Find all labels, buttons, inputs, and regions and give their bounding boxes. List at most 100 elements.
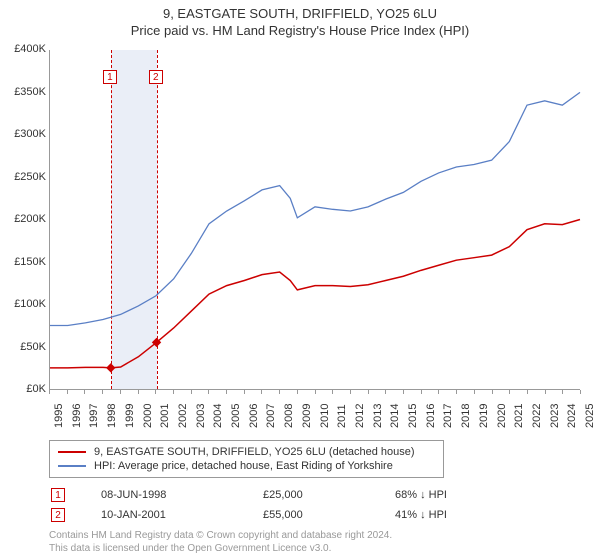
xtick-label: 2004 bbox=[212, 404, 224, 428]
sale-pct-1: 68% ↓ HPI bbox=[395, 486, 515, 504]
xtick-mark bbox=[297, 390, 298, 394]
xtick-mark bbox=[244, 390, 245, 394]
xtick-label: 2017 bbox=[442, 404, 454, 428]
series-property bbox=[50, 220, 580, 368]
xtick-mark bbox=[120, 390, 121, 394]
xtick-mark bbox=[438, 390, 439, 394]
chart-container: 9, EASTGATE SOUTH, DRIFFIELD, YO25 6LU P… bbox=[0, 0, 600, 560]
xtick-label: 2019 bbox=[478, 404, 490, 428]
legend-row-property: 9, EASTGATE SOUTH, DRIFFIELD, YO25 6LU (… bbox=[58, 445, 435, 459]
xtick-mark bbox=[279, 390, 280, 394]
xtick-mark bbox=[545, 390, 546, 394]
xtick-label: 2013 bbox=[372, 404, 384, 428]
xtick-label: 2007 bbox=[265, 404, 277, 428]
xtick-label: 2023 bbox=[549, 404, 561, 428]
xtick-mark bbox=[84, 390, 85, 394]
xtick-label: 2018 bbox=[460, 404, 472, 428]
plot-svg bbox=[50, 50, 580, 389]
xtick-label: 2014 bbox=[389, 404, 401, 428]
footer: Contains HM Land Registry data © Crown c… bbox=[49, 530, 392, 555]
footer-line1: Contains HM Land Registry data © Crown c… bbox=[49, 530, 392, 543]
xtick-mark bbox=[173, 390, 174, 394]
xtick-label: 1998 bbox=[106, 404, 118, 428]
xtick-mark bbox=[385, 390, 386, 394]
xtick-mark bbox=[421, 390, 422, 394]
xtick-label: 2011 bbox=[336, 404, 348, 428]
table-row: 2 10-JAN-2001 £55,000 41% ↓ HPI bbox=[51, 506, 515, 524]
sale-price-1: £25,000 bbox=[263, 486, 393, 504]
title-block: 9, EASTGATE SOUTH, DRIFFIELD, YO25 6LU P… bbox=[0, 0, 600, 38]
xtick-mark bbox=[138, 390, 139, 394]
xtick-label: 2002 bbox=[177, 404, 189, 428]
xtick-mark bbox=[403, 390, 404, 394]
xtick-label: 1997 bbox=[88, 404, 100, 428]
ytick-label: £200K bbox=[14, 213, 46, 225]
chart-marker-badge: 2 bbox=[149, 70, 163, 84]
legend-row-hpi: HPI: Average price, detached house, East… bbox=[58, 459, 435, 473]
xtick-mark bbox=[350, 390, 351, 394]
sale-badge-2: 2 bbox=[51, 508, 65, 522]
xtick-mark bbox=[67, 390, 68, 394]
sales-table: 1 08-JUN-1998 £25,000 68% ↓ HPI 2 10-JAN… bbox=[49, 484, 517, 526]
title-main: 9, EASTGATE SOUTH, DRIFFIELD, YO25 6LU bbox=[0, 6, 600, 21]
ytick-label: £0K bbox=[26, 383, 46, 395]
xtick-mark bbox=[261, 390, 262, 394]
xtick-label: 1996 bbox=[71, 404, 83, 428]
xtick-label: 2021 bbox=[513, 404, 525, 428]
sale-pct-2: 41% ↓ HPI bbox=[395, 506, 515, 524]
xtick-label: 2008 bbox=[283, 404, 295, 428]
xtick-label: 2009 bbox=[301, 404, 313, 428]
xtick-label: 1995 bbox=[53, 404, 65, 428]
xtick-label: 2016 bbox=[425, 404, 437, 428]
footer-line2: This data is licensed under the Open Gov… bbox=[49, 543, 392, 556]
sale-badge-1: 1 bbox=[51, 488, 65, 502]
xtick-label: 2022 bbox=[531, 404, 543, 428]
sale-date-1: 08-JUN-1998 bbox=[101, 486, 261, 504]
xtick-label: 2015 bbox=[407, 404, 419, 428]
xtick-label: 2020 bbox=[496, 404, 508, 428]
table-row: 1 08-JUN-1998 £25,000 68% ↓ HPI bbox=[51, 486, 515, 504]
legend-swatch-hpi bbox=[58, 465, 86, 467]
xtick-label: 2005 bbox=[230, 404, 242, 428]
xtick-mark bbox=[562, 390, 563, 394]
xtick-mark bbox=[474, 390, 475, 394]
xtick-label: 2006 bbox=[248, 404, 260, 428]
chart-marker-badge: 1 bbox=[103, 70, 117, 84]
legend-label-property: 9, EASTGATE SOUTH, DRIFFIELD, YO25 6LU (… bbox=[94, 446, 415, 458]
xtick-mark bbox=[102, 390, 103, 394]
xtick-label: 2024 bbox=[566, 404, 578, 428]
xtick-mark bbox=[456, 390, 457, 394]
xtick-mark bbox=[368, 390, 369, 394]
xtick-label: 2003 bbox=[195, 404, 207, 428]
ytick-label: £400K bbox=[14, 43, 46, 55]
xtick-mark bbox=[492, 390, 493, 394]
title-sub: Price paid vs. HM Land Registry's House … bbox=[0, 23, 600, 38]
xtick-mark bbox=[527, 390, 528, 394]
legend: 9, EASTGATE SOUTH, DRIFFIELD, YO25 6LU (… bbox=[49, 440, 444, 478]
xtick-label: 2025 bbox=[584, 404, 596, 428]
xtick-label: 2001 bbox=[159, 404, 171, 428]
ytick-label: £250K bbox=[14, 171, 46, 183]
ytick-label: £350K bbox=[14, 86, 46, 98]
xtick-mark bbox=[208, 390, 209, 394]
plot-area bbox=[49, 50, 580, 390]
xtick-mark bbox=[155, 390, 156, 394]
xtick-mark bbox=[226, 390, 227, 394]
xtick-mark bbox=[509, 390, 510, 394]
ytick-label: £300K bbox=[14, 128, 46, 140]
legend-label-hpi: HPI: Average price, detached house, East… bbox=[94, 460, 393, 472]
xtick-label: 2012 bbox=[354, 404, 366, 428]
ytick-label: £150K bbox=[14, 256, 46, 268]
xtick-label: 2010 bbox=[319, 404, 331, 428]
ytick-label: £50K bbox=[20, 341, 46, 353]
sale-price-2: £55,000 bbox=[263, 506, 393, 524]
xtick-mark bbox=[332, 390, 333, 394]
xtick-label: 1999 bbox=[124, 404, 136, 428]
ytick-label: £100K bbox=[14, 298, 46, 310]
xtick-label: 2000 bbox=[142, 404, 154, 428]
sale-date-2: 10-JAN-2001 bbox=[101, 506, 261, 524]
xtick-mark bbox=[580, 390, 581, 394]
legend-swatch-property bbox=[58, 451, 86, 453]
xtick-mark bbox=[315, 390, 316, 394]
series-hpi bbox=[50, 92, 580, 325]
